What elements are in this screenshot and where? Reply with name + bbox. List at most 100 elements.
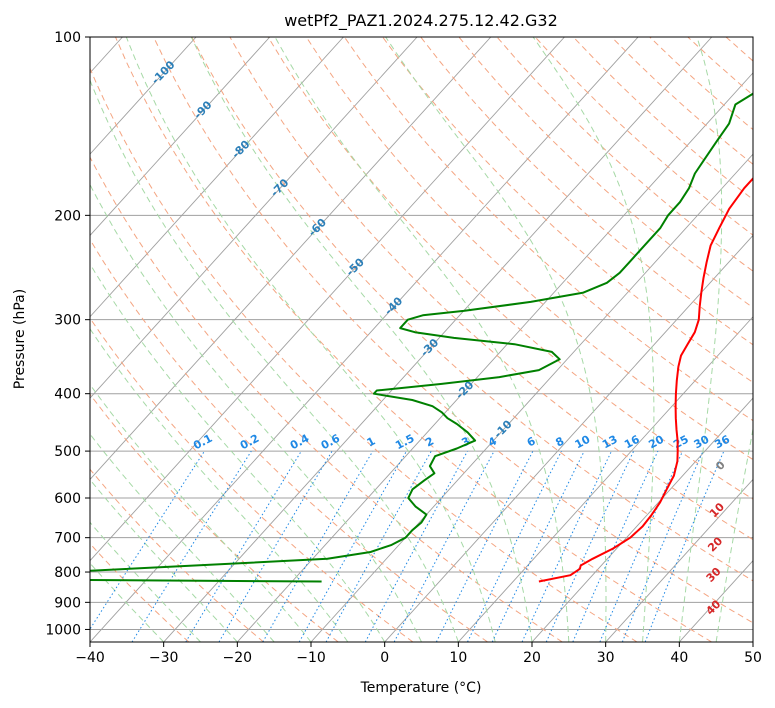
moist-adiabat-line (90, 383, 312, 642)
dry-adiabat-line (90, 156, 563, 642)
mixing-ratio-label: 36 (712, 433, 732, 452)
moist-adiabat-line (90, 327, 349, 642)
sounding-series (90, 92, 753, 583)
isotherm-line (605, 478, 753, 642)
moist-adiabat-line (90, 183, 422, 642)
y-tick-label: 200 (54, 208, 81, 224)
x-tick-label: 0 (380, 650, 389, 666)
mixing-ratio-line (185, 450, 302, 642)
dry-adiabat-line (90, 468, 264, 642)
isotherm-line (384, 234, 753, 642)
moist-adiabat-line (90, 478, 238, 642)
y-tick-label: 600 (54, 491, 81, 507)
x-tick-label: 10 (449, 650, 467, 666)
mixing-ratio-label: 2 (423, 434, 436, 449)
moist-adiabat-label: 40 (703, 597, 723, 617)
mixing-ratio-line (262, 450, 374, 642)
moist-adiabat-line (90, 262, 386, 642)
moist-adiabat-label: 30 (704, 565, 724, 585)
isotherm-line (531, 397, 753, 642)
moist-adiabat-line (385, 37, 607, 642)
isotherm-line (90, 37, 197, 155)
moist-adiabat-line (125, 37, 496, 642)
mixing-ratio-line (131, 450, 252, 642)
mixing-ratio-label: 0.4 (288, 432, 312, 453)
isotherm-line (752, 641, 753, 642)
mixing-ratio-label: 25 (671, 433, 691, 452)
isotherm-line (163, 37, 713, 642)
mixing-ratio-line (325, 450, 432, 642)
mixing-ratio-line (621, 450, 704, 642)
y-tick-label: 100 (54, 30, 81, 46)
mixing-ratio-line (298, 450, 407, 642)
moist-adiabat-line (532, 37, 655, 642)
mixing-ratio-label: 30 (692, 433, 712, 452)
moist-adiabat-line (715, 426, 753, 642)
dry-adiabat-line (458, 37, 753, 309)
line-labels: 0.1 0.2 0.4 0.6 1 1.5 2 3 4 6 8 10 13 16 20 25 30 36-100-… (149, 58, 732, 618)
isotherm-line (90, 37, 639, 642)
dry-adiabat-line (153, 37, 753, 624)
mixing-ratio-label: 13 (600, 433, 620, 452)
y-tick-label: 300 (54, 313, 81, 329)
mixing-ratio-label: 10 (573, 433, 593, 452)
dry-adiabat-line (90, 542, 190, 642)
mixing-ratio-label: 6 (525, 434, 538, 449)
isotherm-line (90, 37, 418, 399)
mixing-ratio-line (90, 450, 205, 631)
x-tick-label: 40 (670, 650, 688, 666)
dry-adiabat-line (115, 37, 712, 642)
moist-adiabat-line (90, 521, 201, 642)
y-tick-label: 700 (54, 531, 81, 547)
mixing-ratio-line (572, 450, 659, 642)
mixing-ratio-label: 8 (553, 434, 566, 449)
y-tick-label: 500 (54, 444, 81, 460)
mixing-ratio-label: 0.1 (191, 432, 214, 453)
x-tick-label: −20 (223, 650, 253, 666)
dry-adiabat-line (90, 238, 488, 642)
moist-adiabat-line (678, 37, 723, 642)
isotherm-line (457, 316, 753, 642)
y-tick-label: 900 (54, 595, 81, 611)
dry-adiabat-line (229, 37, 753, 541)
isotherm-line (90, 37, 271, 237)
dry-adiabat-line (191, 37, 753, 582)
plot-area (90, 37, 775, 642)
temperature-profile-line (538, 176, 753, 583)
plot-frame (89, 36, 754, 643)
x-axis-label: Temperature (°C) (360, 680, 482, 696)
axis-ticks: −40 −30 −20 −10 0 10 20 30 40 5010020030040050060… (45, 30, 762, 666)
x-tick-label: 50 (744, 650, 762, 666)
isotherm-line (236, 72, 753, 642)
dry-adiabat-line (267, 37, 753, 500)
mixing-ratio-line (435, 450, 534, 642)
dry-adiabat-line (305, 37, 753, 461)
mixing-ratio-line (393, 450, 495, 642)
mixing-ratio-line (467, 450, 562, 642)
y-tick-label: 400 (54, 387, 81, 403)
x-tick-label: −30 (149, 650, 179, 666)
mixing-ratio-label: 16 (622, 433, 642, 452)
dry-adiabat-line (496, 37, 753, 272)
mixing-ratio-label: 20 (646, 433, 666, 452)
dry-adiabat-line (90, 317, 414, 642)
x-tick-label: 30 (597, 650, 615, 666)
y-tick-label: 1000 (45, 622, 81, 638)
dewpoint-profile-line (90, 92, 753, 583)
x-tick-label: −40 (75, 650, 105, 666)
moist-adiabat-line (90, 433, 275, 642)
isotherm-line (90, 37, 565, 562)
dry-adiabat-line (725, 37, 753, 62)
isotherm-line (90, 37, 344, 318)
moist-adiabat-line (190, 37, 533, 642)
dry-adiabat-line (90, 393, 339, 642)
mixing-ratio-line (644, 450, 725, 642)
moist-adiabat-line (274, 37, 570, 642)
moist-adiabat-line (90, 78, 459, 642)
mixing-ratio-line (364, 450, 468, 642)
x-tick-label: −10 (296, 650, 326, 666)
dry-adiabat-line (611, 37, 753, 165)
dry-adiabat-line (764, 37, 775, 642)
